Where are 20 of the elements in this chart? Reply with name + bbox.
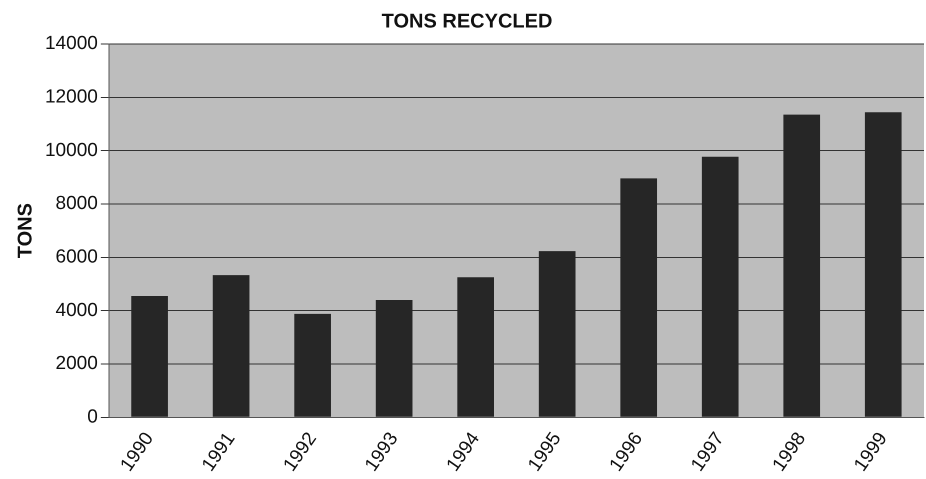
y-tick-label: 4000 (56, 300, 98, 321)
bar (457, 277, 494, 417)
y-tick-label: 12000 (44, 86, 98, 108)
bar (376, 300, 412, 417)
y-tick-label: 14000 (44, 33, 98, 54)
bar (620, 178, 658, 417)
bar (702, 156, 739, 417)
y-axis-title: TONS (14, 203, 37, 258)
chart-title: TONS RECYCLED (382, 10, 552, 33)
y-tick-label: 6000 (56, 246, 98, 268)
y-tick-label: 0 (87, 406, 98, 428)
bar (538, 251, 576, 417)
bar (131, 296, 168, 417)
bar (783, 114, 820, 417)
y-tick-label: 8000 (56, 193, 98, 214)
bar (212, 275, 250, 417)
bar (864, 112, 902, 417)
y-tick-label: 2000 (56, 353, 98, 374)
bar (294, 314, 331, 417)
y-tick-label: 10000 (44, 140, 98, 161)
